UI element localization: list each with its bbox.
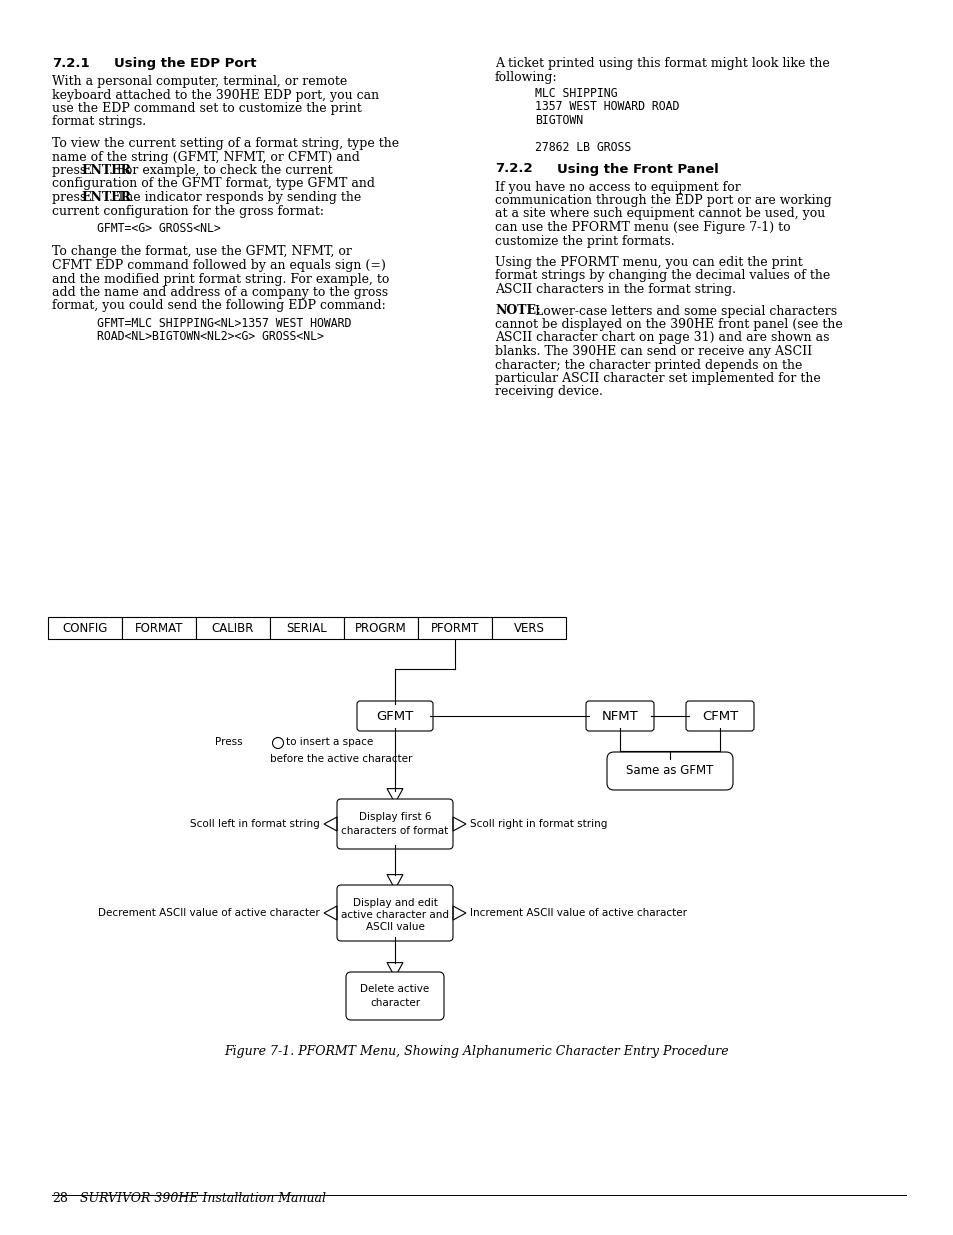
Text: 27862 LB GROSS: 27862 LB GROSS — [535, 141, 631, 154]
Text: MLC SHIPPING: MLC SHIPPING — [535, 86, 617, 100]
Text: PFORMT: PFORMT — [431, 621, 478, 635]
Text: active character and: active character and — [340, 910, 449, 920]
Text: use the EDP command set to customize the print: use the EDP command set to customize the… — [52, 103, 361, 115]
Text: 28: 28 — [52, 1192, 68, 1205]
Text: communication through the EDP port or are working: communication through the EDP port or ar… — [495, 194, 831, 207]
Text: . For example, to check the current: . For example, to check the current — [109, 164, 333, 177]
Text: keyboard attached to the 390HE EDP port, you can: keyboard attached to the 390HE EDP port,… — [52, 89, 378, 101]
Text: ASCII character chart on page 31) and are shown as: ASCII character chart on page 31) and ar… — [495, 331, 828, 345]
Text: A ticket printed using this format might look like the: A ticket printed using this format might… — [495, 57, 829, 70]
Text: Using the EDP Port: Using the EDP Port — [113, 57, 256, 70]
Text: press: press — [52, 164, 91, 177]
Text: cannot be displayed on the 390HE front panel (see the: cannot be displayed on the 390HE front p… — [495, 317, 841, 331]
FancyBboxPatch shape — [346, 972, 443, 1020]
FancyBboxPatch shape — [585, 701, 654, 731]
Text: NOTE:: NOTE: — [495, 305, 540, 317]
Text: Decrement ASCII value of active character: Decrement ASCII value of active characte… — [98, 908, 319, 918]
FancyBboxPatch shape — [685, 701, 753, 731]
Text: Delete active: Delete active — [360, 984, 429, 994]
Text: Display and edit: Display and edit — [353, 898, 437, 908]
Text: FORMAT: FORMAT — [134, 621, 183, 635]
Text: Scoll left in format string: Scoll left in format string — [190, 819, 319, 829]
Text: current configuration for the gross format:: current configuration for the gross form… — [52, 205, 324, 217]
Text: ROAD<NL>BIGTOWN<NL2><G> GROSS<NL>: ROAD<NL>BIGTOWN<NL2><G> GROSS<NL> — [97, 331, 323, 343]
Text: ASCII value: ASCII value — [365, 923, 424, 932]
Text: . The indicator responds by sending the: . The indicator responds by sending the — [109, 191, 361, 204]
Text: Using the PFORMT menu, you can edit the print: Using the PFORMT menu, you can edit the … — [495, 256, 801, 269]
Text: at a site where such equipment cannot be used, you: at a site where such equipment cannot be… — [495, 207, 824, 221]
Text: CONFIG: CONFIG — [62, 621, 108, 635]
FancyBboxPatch shape — [606, 752, 732, 790]
Text: GFMT=<G> GROSS<NL>: GFMT=<G> GROSS<NL> — [97, 222, 220, 235]
Text: character: character — [370, 998, 419, 1008]
Text: format, you could send the following EDP command:: format, you could send the following EDP… — [52, 300, 385, 312]
FancyBboxPatch shape — [356, 701, 433, 731]
Text: format strings by changing the decimal values of the: format strings by changing the decimal v… — [495, 269, 829, 283]
Bar — [344, 618, 417, 638]
Text: GFMT: GFMT — [376, 709, 414, 722]
Text: Increment ASCII value of active character: Increment ASCII value of active characte… — [470, 908, 686, 918]
Text: If you have no access to equipment for: If you have no access to equipment for — [495, 180, 740, 194]
Text: Same as GFMT: Same as GFMT — [626, 764, 713, 778]
Text: Scoll right in format string: Scoll right in format string — [470, 819, 607, 829]
FancyBboxPatch shape — [336, 885, 453, 941]
Text: to insert a space: to insert a space — [286, 737, 373, 747]
Bar — [195, 618, 270, 638]
Text: Display first 6: Display first 6 — [358, 811, 431, 823]
Text: CFMT: CFMT — [701, 709, 738, 722]
Text: configuration of the GFMT format, type GFMT and: configuration of the GFMT format, type G… — [52, 178, 375, 190]
Text: ENTER: ENTER — [82, 191, 132, 204]
Text: Figure 7-1. PFORMT Menu, Showing Alphanumeric Character Entry Procedure: Figure 7-1. PFORMT Menu, Showing Alphanu… — [225, 1045, 728, 1058]
Text: CALIBR: CALIBR — [212, 621, 253, 635]
Bar — [270, 618, 344, 638]
Text: press: press — [52, 191, 91, 204]
Text: To change the format, use the GFMT, NFMT, or: To change the format, use the GFMT, NFMT… — [52, 246, 352, 258]
Text: character; the character printed depends on the: character; the character printed depends… — [495, 358, 801, 372]
Text: To view the current setting of a format string, type the: To view the current setting of a format … — [52, 137, 398, 149]
Text: 7.2.1: 7.2.1 — [52, 57, 90, 70]
Text: add the name and address of a company to the gross: add the name and address of a company to… — [52, 287, 388, 299]
Bar — [48, 618, 122, 638]
Text: SURVIVOR 390HE Installation Manual: SURVIVOR 390HE Installation Manual — [80, 1192, 326, 1205]
Text: GFMT=MLC SHIPPING<NL>1357 WEST HOWARD: GFMT=MLC SHIPPING<NL>1357 WEST HOWARD — [97, 317, 351, 330]
Text: SERIAL: SERIAL — [286, 621, 327, 635]
FancyBboxPatch shape — [336, 799, 453, 848]
Text: characters of format: characters of format — [341, 826, 448, 836]
Text: PROGRM: PROGRM — [355, 621, 406, 635]
Text: 7.2.2: 7.2.2 — [495, 163, 532, 175]
Text: receiving device.: receiving device. — [495, 385, 602, 399]
Text: 1357 WEST HOWARD ROAD: 1357 WEST HOWARD ROAD — [535, 100, 679, 114]
Bar — [417, 618, 492, 638]
Text: can use the PFORMT menu (see Figure 7-1) to: can use the PFORMT menu (see Figure 7-1)… — [495, 221, 790, 233]
Text: CFMT EDP command followed by an equals sign (=): CFMT EDP command followed by an equals s… — [52, 259, 385, 272]
Text: BIGTOWN: BIGTOWN — [535, 114, 582, 127]
Text: blanks. The 390HE can send or receive any ASCII: blanks. The 390HE can send or receive an… — [495, 345, 811, 358]
Text: ASCII characters in the format string.: ASCII characters in the format string. — [495, 283, 735, 296]
Bar — [492, 618, 565, 638]
Text: name of the string (GFMT, NFMT, or CFMT) and: name of the string (GFMT, NFMT, or CFMT)… — [52, 151, 359, 163]
Text: particular ASCII character set implemented for the: particular ASCII character set implement… — [495, 372, 820, 385]
Text: With a personal computer, terminal, or remote: With a personal computer, terminal, or r… — [52, 75, 347, 88]
Text: and the modified print format string. For example, to: and the modified print format string. Fo… — [52, 273, 389, 285]
Text: customize the print formats.: customize the print formats. — [495, 235, 674, 247]
Text: Lower-case letters and some special characters: Lower-case letters and some special char… — [531, 305, 836, 317]
Text: before the active character: before the active character — [270, 755, 412, 764]
Text: following:: following: — [495, 70, 558, 84]
Bar — [122, 618, 195, 638]
Text: format strings.: format strings. — [52, 116, 146, 128]
Text: ENTER: ENTER — [82, 164, 132, 177]
Text: NFMT: NFMT — [601, 709, 638, 722]
Text: Using the Front Panel: Using the Front Panel — [557, 163, 718, 175]
Text: VERS: VERS — [513, 621, 544, 635]
Text: Press: Press — [214, 737, 242, 747]
